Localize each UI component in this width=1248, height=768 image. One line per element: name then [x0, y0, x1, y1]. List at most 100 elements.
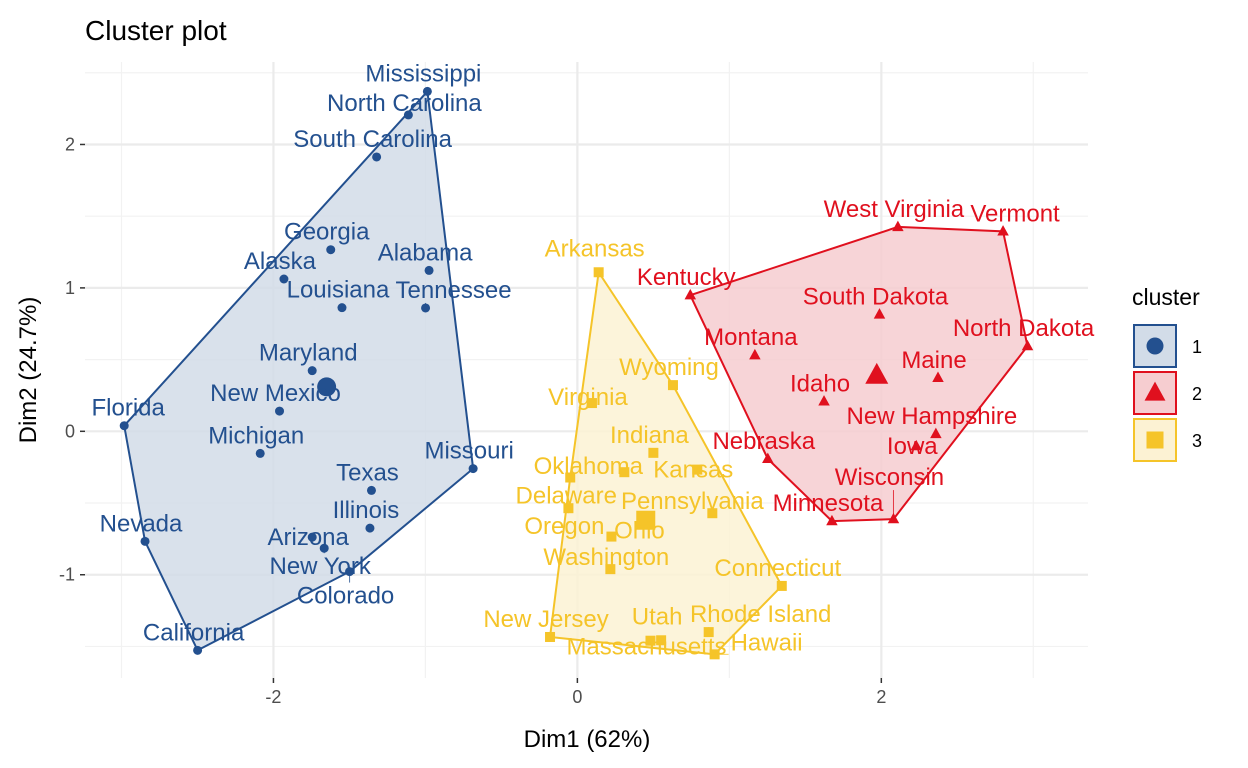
- point-labels: Mississippi North Carolina South Carolina G…: [92, 60, 1095, 660]
- y-tick-label: 1: [65, 278, 75, 298]
- point-nevada: [140, 536, 150, 546]
- x-axis-label: Dim1 (62%): [524, 726, 651, 753]
- label-arizona: Arizona: [268, 524, 350, 551]
- point-rhode-island: [703, 627, 714, 638]
- data-points: [119, 86, 1034, 660]
- point-montana: [749, 348, 761, 360]
- point-colorado: [345, 567, 355, 577]
- legend-marker-2: [1144, 381, 1166, 401]
- label-massachusetts: Massachusetts: [566, 634, 726, 661]
- legend-title: cluster: [1132, 284, 1200, 310]
- point-alaska: [279, 274, 289, 284]
- cluster-2-center: [865, 362, 889, 384]
- label-alaska: Alaska: [244, 248, 317, 275]
- label-kentucky: Kentucky: [637, 264, 736, 291]
- point-north-dakota: [1021, 339, 1034, 351]
- point-wisconsin: [887, 512, 900, 524]
- label-vermont: Vermont: [970, 200, 1060, 227]
- point-idaho: [818, 395, 830, 406]
- label-minnesota: Minnesota: [773, 490, 884, 517]
- label-oregon: Oregon: [524, 513, 604, 540]
- point-illinois: [365, 523, 375, 533]
- label-illinois: Illinois: [333, 497, 400, 524]
- label-new-hampshire: New Hampshire: [847, 403, 1018, 430]
- label-nevada: Nevada: [100, 510, 183, 537]
- point-iowa: [910, 439, 923, 451]
- cluster-3-center: [636, 510, 656, 530]
- label-delaware: Delaware: [516, 482, 617, 509]
- point-mississippi: [422, 86, 432, 96]
- point-kansas: [692, 464, 703, 475]
- label-michigan: Michigan: [208, 422, 304, 449]
- point-connecticut: [776, 580, 787, 591]
- y-tick-label: -1: [59, 565, 75, 585]
- label-ohio: Ohio: [614, 518, 665, 545]
- point-oklahoma: [619, 467, 630, 478]
- point-tennessee: [421, 303, 431, 313]
- label-north-carolina: North Carolina: [327, 90, 482, 117]
- point-pennsylvania: [707, 508, 718, 519]
- point-indiana: [648, 447, 659, 458]
- point-hawaii: [709, 649, 720, 660]
- x-tick-label: 0: [572, 687, 582, 707]
- label-missouri: Missouri: [424, 438, 513, 465]
- label-montana: Montana: [704, 324, 798, 351]
- point-massachusetts: [645, 635, 656, 646]
- legend-label-3: 3: [1192, 431, 1202, 451]
- point-maine: [932, 371, 944, 382]
- point-georgia: [326, 245, 336, 255]
- label-virginia: Virginia: [548, 384, 628, 411]
- point-new-hampshire: [930, 427, 942, 439]
- label-louisiana: Louisiana: [287, 277, 390, 304]
- label-utah: Utah: [632, 603, 683, 630]
- cluster-2-hull: [688, 225, 1029, 523]
- y-tick-label: 0: [65, 421, 75, 441]
- label-new-york: New York: [270, 553, 372, 580]
- point-oregon: [563, 503, 574, 514]
- label-texas: Texas: [336, 459, 399, 486]
- axes: -2 0 2 -1 0 1 2: [59, 134, 886, 707]
- point-new-york: [319, 543, 329, 553]
- label-maryland: Maryland: [259, 340, 358, 367]
- label-south-carolina: South Carolina: [293, 126, 452, 153]
- chart-title: Cluster plot: [85, 15, 227, 46]
- label-indiana: Indiana: [610, 422, 689, 449]
- x-tick-label: 2: [876, 687, 886, 707]
- point-arkansas: [593, 267, 604, 278]
- label-new-jersey: New Jersey: [483, 606, 608, 633]
- label-florida: Florida: [92, 395, 166, 422]
- label-oklahoma: Oklahoma: [534, 453, 644, 480]
- point-washington: [605, 564, 616, 575]
- label-pennsylvania: Pennsylvania: [621, 488, 764, 515]
- legend-marker-1: [1146, 337, 1164, 355]
- x-tick-label: -2: [265, 687, 281, 707]
- point-virginia: [586, 398, 597, 409]
- label-west-virginia: West Virginia: [824, 196, 965, 223]
- point-maryland: [307, 366, 317, 376]
- y-tick-label: 2: [65, 134, 75, 154]
- point-wyoming: [667, 380, 678, 391]
- label-iowa: Iowa: [887, 433, 938, 460]
- point-vermont: [997, 225, 1009, 236]
- point-new-mexico: [275, 406, 285, 416]
- label-idaho: Idaho: [790, 370, 850, 397]
- label-alabama: Alabama: [378, 239, 473, 266]
- cluster-1-center: [317, 377, 337, 397]
- point-nebraska: [762, 452, 774, 464]
- point-florida: [119, 421, 129, 431]
- legend-marker-3: [1146, 431, 1164, 449]
- point-arizona: [307, 532, 317, 542]
- point-west-virginia: [892, 220, 904, 232]
- label-washington: Washington: [543, 544, 669, 571]
- label-south-dakota: South Dakota: [803, 283, 949, 310]
- label-maine: Maine: [901, 347, 966, 374]
- label-wyoming: Wyoming: [619, 354, 719, 381]
- label-arkansas: Arkansas: [545, 235, 645, 262]
- label-wisconsin: Wisconsin: [835, 464, 944, 491]
- point-delaware: [565, 472, 576, 483]
- point-utah: [656, 635, 667, 646]
- label-rhode-island: Rhode Island: [690, 601, 831, 628]
- point-louisiana: [337, 303, 347, 313]
- label-mississippi: Mississippi: [365, 60, 481, 87]
- label-tennessee: Tennessee: [396, 277, 512, 304]
